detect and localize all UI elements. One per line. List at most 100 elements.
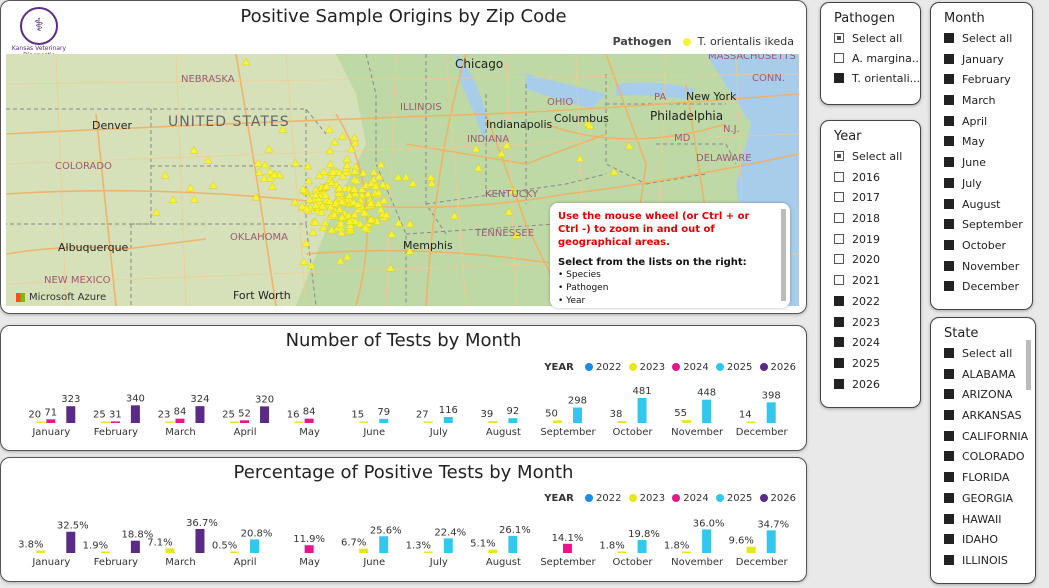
checkbox-icon[interactable] [944,472,954,483]
checkbox-icon[interactable] [944,177,954,188]
month-slicer-item[interactable]: May [931,132,1032,153]
checkbox-icon[interactable] [834,316,844,327]
year-slicer-item[interactable]: 2018 [821,209,920,230]
bar-2025-october[interactable] [637,540,647,553]
checkbox-icon[interactable] [834,295,844,306]
bar-2023-august[interactable] [488,549,498,553]
state-slicer-item[interactable]: Select all [931,344,1035,365]
bar-2026-february[interactable] [130,540,140,553]
bar-2023-july[interactable] [423,551,433,554]
checkbox-icon[interactable] [834,378,844,389]
checkbox-icon[interactable] [944,492,954,503]
bar-2025-october[interactable] [637,398,647,423]
checkbox-icon[interactable] [834,337,844,348]
checkbox-icon[interactable] [834,254,844,265]
state-slicer-item[interactable]: CALIFORNIA [931,427,1035,448]
year-slicer-item[interactable]: 2022 [821,292,920,313]
year-slicer-item[interactable]: 2020 [821,250,920,271]
bar-2025-november[interactable] [702,399,712,423]
month-slicer-item[interactable]: March [931,91,1032,112]
month-slicer-item[interactable]: September [931,215,1032,236]
pathogen-slicer-item[interactable]: T. orientali... [821,69,920,89]
bar-2023-december[interactable] [746,546,756,553]
bar-2023-october[interactable] [617,551,627,554]
bar-2023-june[interactable] [359,548,369,553]
bar-2023-february[interactable] [100,421,110,424]
bar-2023-may[interactable] [294,421,304,424]
bar-2023-june[interactable] [359,421,369,424]
year-slicer-item[interactable]: 2021 [821,271,920,292]
bar-2023-november[interactable] [682,551,692,554]
bar-2023-april[interactable] [230,421,240,424]
bar-2025-november[interactable] [702,529,712,553]
bar-2024-march[interactable] [175,418,185,423]
month-slicer-item[interactable]: July [931,174,1032,195]
state-slicer-item[interactable]: HAWAII [931,510,1035,531]
checkbox-icon[interactable] [834,233,844,244]
bar-2023-september[interactable] [552,420,562,423]
month-slicer-item[interactable]: October [931,236,1032,257]
year-slicer-item[interactable]: Select all [821,147,920,168]
checkbox-icon[interactable] [944,260,954,271]
checkbox-icon[interactable] [944,136,954,147]
bar-2025-august[interactable] [508,418,518,423]
bar-2023-december[interactable] [746,421,756,424]
month-slicer-item[interactable]: January [931,50,1032,71]
pathogen-slicer-item[interactable]: Select all [821,29,920,49]
checkbox-icon[interactable] [834,275,844,286]
bar-2024-january[interactable] [46,419,56,423]
bar-2023-march[interactable] [165,548,175,553]
checkbox-icon[interactable] [834,171,844,182]
bar-2026-march[interactable] [195,529,205,553]
state-slicer-item[interactable]: ALABAMA [931,365,1035,386]
year-slicer-item[interactable]: 2023 [821,313,920,334]
bar-2024-may[interactable] [304,418,314,423]
checkbox-icon[interactable] [944,368,954,379]
checkbox-icon[interactable] [944,410,954,421]
state-scrollbar[interactable] [1026,340,1031,390]
checkbox-icon[interactable] [834,151,844,161]
year-slicer-item[interactable]: 2017 [821,188,920,209]
state-slicer-item[interactable]: ARIZONA [931,385,1035,406]
checkbox-icon[interactable] [944,157,954,168]
month-slicer-item[interactable]: November [931,257,1032,278]
checkbox-icon[interactable] [944,219,954,230]
bar-2025-september[interactable] [572,407,582,423]
bar-2025-december[interactable] [766,402,776,423]
year-slicer-item[interactable]: 2026 [821,375,920,396]
checkbox-icon[interactable] [834,192,844,203]
bar-2026-january[interactable] [66,406,76,423]
bar-2024-may[interactable] [304,545,314,553]
bar-2025-april[interactable] [250,539,260,553]
checkbox-icon[interactable] [944,513,954,524]
month-slicer-item[interactable]: February [931,70,1032,91]
bar-2023-march[interactable] [165,421,175,424]
month-slicer-item[interactable]: June [931,153,1032,174]
bar-2023-february[interactable] [100,551,110,554]
bar-2025-august[interactable] [508,535,518,553]
bar-2023-august[interactable] [488,420,498,423]
bar-2025-june[interactable] [379,418,389,423]
bar-2025-july[interactable] [443,538,453,553]
state-slicer-item[interactable]: GEORGIA [931,489,1035,510]
checkbox-icon[interactable] [944,95,954,106]
state-slicer-item[interactable]: ARKANSAS [931,406,1035,427]
year-slicer-item[interactable]: 2016 [821,168,920,189]
checkbox-icon[interactable] [944,74,954,85]
year-slicer-item[interactable]: 2019 [821,230,920,251]
info-scrollbar[interactable] [781,209,786,301]
checkbox-icon[interactable] [944,389,954,400]
checkbox-icon[interactable] [944,239,954,250]
state-slicer-item[interactable]: COLORADO [931,447,1035,468]
bar-2026-january[interactable] [66,531,76,553]
checkbox-icon[interactable] [944,115,954,126]
checkbox-icon[interactable] [944,198,954,209]
pathogen-slicer-item[interactable]: A. margina... [821,49,920,69]
bar-2026-april[interactable] [260,406,270,423]
bar-2026-february[interactable] [130,405,140,423]
bar-2023-january[interactable] [36,421,46,424]
month-slicer-item[interactable]: December [931,277,1032,298]
checkbox-icon[interactable] [834,213,844,224]
checkbox-icon[interactable] [834,357,844,368]
bar-2023-april[interactable] [230,551,240,554]
